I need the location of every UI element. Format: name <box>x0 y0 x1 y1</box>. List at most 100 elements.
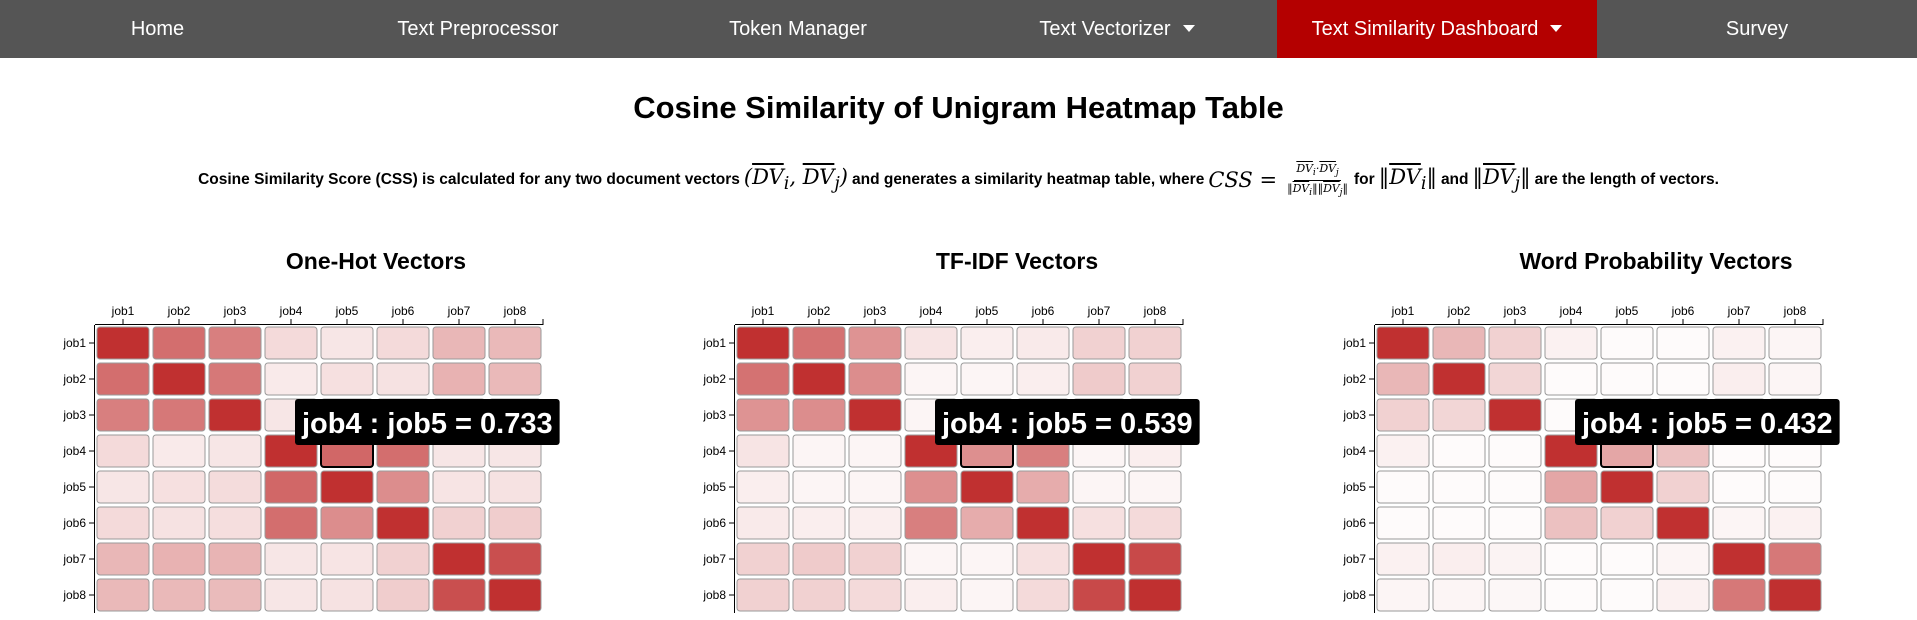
heatmap-cell[interactable] <box>792 578 846 612</box>
heatmap-cell[interactable] <box>208 578 262 612</box>
heatmap-cell[interactable] <box>1600 326 1654 360</box>
heatmap-cell[interactable] <box>792 470 846 504</box>
heatmap-cell[interactable] <box>152 362 206 396</box>
heatmap-tfidf[interactable]: job1 job2 job3 job4 job5 job6 job7 job8 job1 job2… <box>690 300 1250 620</box>
heatmap-cell[interactable] <box>96 506 150 540</box>
heatmap-cell[interactable] <box>264 470 318 504</box>
heatmap-cell[interactable] <box>792 506 846 540</box>
heatmap-cell[interactable] <box>1432 542 1486 576</box>
heatmap-cell[interactable] <box>1128 578 1182 612</box>
heatmap-cell[interactable] <box>1072 326 1126 360</box>
heatmap-cell[interactable] <box>1712 578 1766 612</box>
heatmap-cell[interactable] <box>792 542 846 576</box>
heatmap-cell[interactable] <box>1544 542 1598 576</box>
heatmap-cell[interactable] <box>96 542 150 576</box>
nav-token-manager[interactable]: Token Manager <box>639 0 957 58</box>
heatmap-cell[interactable] <box>1544 578 1598 612</box>
heatmap-cell[interactable] <box>152 578 206 612</box>
nav-text-preprocessor[interactable]: Text Preprocessor <box>319 0 637 58</box>
heatmap-cell[interactable] <box>376 506 430 540</box>
heatmap-cell[interactable] <box>96 362 150 396</box>
heatmap-cell[interactable] <box>1488 542 1542 576</box>
heatmap-cell[interactable] <box>1768 326 1822 360</box>
heatmap-cell[interactable] <box>1072 542 1126 576</box>
heatmap-cell[interactable] <box>736 398 790 432</box>
heatmap-cell[interactable] <box>1072 362 1126 396</box>
heatmap-cell[interactable] <box>1128 470 1182 504</box>
heatmap-cell[interactable] <box>208 542 262 576</box>
heatmap-cell[interactable] <box>96 578 150 612</box>
heatmap-cell[interactable] <box>208 326 262 360</box>
heatmap-cell[interactable] <box>376 362 430 396</box>
heatmap-cell[interactable] <box>1432 506 1486 540</box>
heatmap-cell[interactable] <box>960 362 1014 396</box>
heatmap-cell[interactable] <box>264 326 318 360</box>
heatmap-cell[interactable] <box>736 578 790 612</box>
heatmap-cell[interactable] <box>1432 326 1486 360</box>
heatmap-cell[interactable] <box>1016 326 1070 360</box>
heatmap-cell[interactable] <box>1600 362 1654 396</box>
heatmap-cell[interactable] <box>1768 470 1822 504</box>
heatmap-cell[interactable] <box>208 506 262 540</box>
heatmap-cell[interactable] <box>96 398 150 432</box>
heatmap-cell[interactable] <box>1656 578 1710 612</box>
heatmap-cell[interactable] <box>1128 506 1182 540</box>
nav-home[interactable]: Home <box>0 0 315 58</box>
heatmap-cell[interactable] <box>432 362 486 396</box>
heatmap-cell[interactable] <box>848 578 902 612</box>
heatmap-cell[interactable] <box>1128 542 1182 576</box>
heatmap-cell[interactable] <box>376 326 430 360</box>
heatmap-cell[interactable] <box>1128 362 1182 396</box>
heatmap-cell[interactable] <box>1016 506 1070 540</box>
heatmap-cell[interactable] <box>960 542 1014 576</box>
heatmap-cell[interactable] <box>432 578 486 612</box>
heatmap-cell[interactable] <box>1656 470 1710 504</box>
heatmap-cell[interactable] <box>96 326 150 360</box>
heatmap-cell[interactable] <box>904 326 958 360</box>
heatmap-cell[interactable] <box>736 470 790 504</box>
heatmap-cell[interactable] <box>960 470 1014 504</box>
heatmap-cell[interactable] <box>1488 434 1542 468</box>
heatmap-cell[interactable] <box>1376 470 1430 504</box>
heatmap-cell[interactable] <box>1712 362 1766 396</box>
heatmap-cell[interactable] <box>152 470 206 504</box>
heatmap-cell[interactable] <box>848 470 902 504</box>
heatmap-cell[interactable] <box>1432 434 1486 468</box>
heatmap-cell[interactable] <box>792 326 846 360</box>
heatmap-cell[interactable] <box>1072 578 1126 612</box>
heatmap-cell[interactable] <box>904 506 958 540</box>
heatmap-cell[interactable] <box>320 326 374 360</box>
heatmap-cell[interactable] <box>1016 470 1070 504</box>
heatmap-cell[interactable] <box>488 362 542 396</box>
heatmap-cell[interactable] <box>376 578 430 612</box>
heatmap-onehot[interactable]: job1 job2 job3 job4 job5 job6 job7 job8 job1 job2… <box>50 300 610 620</box>
heatmap-cell[interactable] <box>1768 578 1822 612</box>
heatmap-cell[interactable] <box>1488 506 1542 540</box>
heatmap-cell[interactable] <box>96 470 150 504</box>
heatmap-cell[interactable] <box>1376 362 1430 396</box>
heatmap-cell[interactable] <box>1712 542 1766 576</box>
heatmap-cell[interactable] <box>736 542 790 576</box>
heatmap-cell[interactable] <box>736 506 790 540</box>
heatmap-cell[interactable] <box>1488 578 1542 612</box>
heatmap-cell[interactable] <box>904 578 958 612</box>
heatmap-cell[interactable] <box>152 542 206 576</box>
heatmap-cell[interactable] <box>792 362 846 396</box>
heatmap-cell[interactable] <box>904 542 958 576</box>
heatmap-cell[interactable] <box>1600 542 1654 576</box>
heatmap-cell[interactable] <box>736 326 790 360</box>
heatmap-cell[interactable] <box>152 326 206 360</box>
heatmap-cell[interactable] <box>1656 326 1710 360</box>
heatmap-cell[interactable] <box>488 326 542 360</box>
heatmap-cell[interactable] <box>1376 398 1430 432</box>
heatmap-cell[interactable] <box>264 542 318 576</box>
heatmap-cell[interactable] <box>1600 470 1654 504</box>
heatmap-cell[interactable] <box>960 506 1014 540</box>
heatmap-cell[interactable] <box>320 578 374 612</box>
heatmap-cell[interactable] <box>736 434 790 468</box>
heatmap-cell[interactable] <box>208 470 262 504</box>
heatmap-cell[interactable] <box>792 398 846 432</box>
heatmap-cell[interactable] <box>1768 362 1822 396</box>
heatmap-cell[interactable] <box>848 326 902 360</box>
heatmap-cell[interactable] <box>488 578 542 612</box>
